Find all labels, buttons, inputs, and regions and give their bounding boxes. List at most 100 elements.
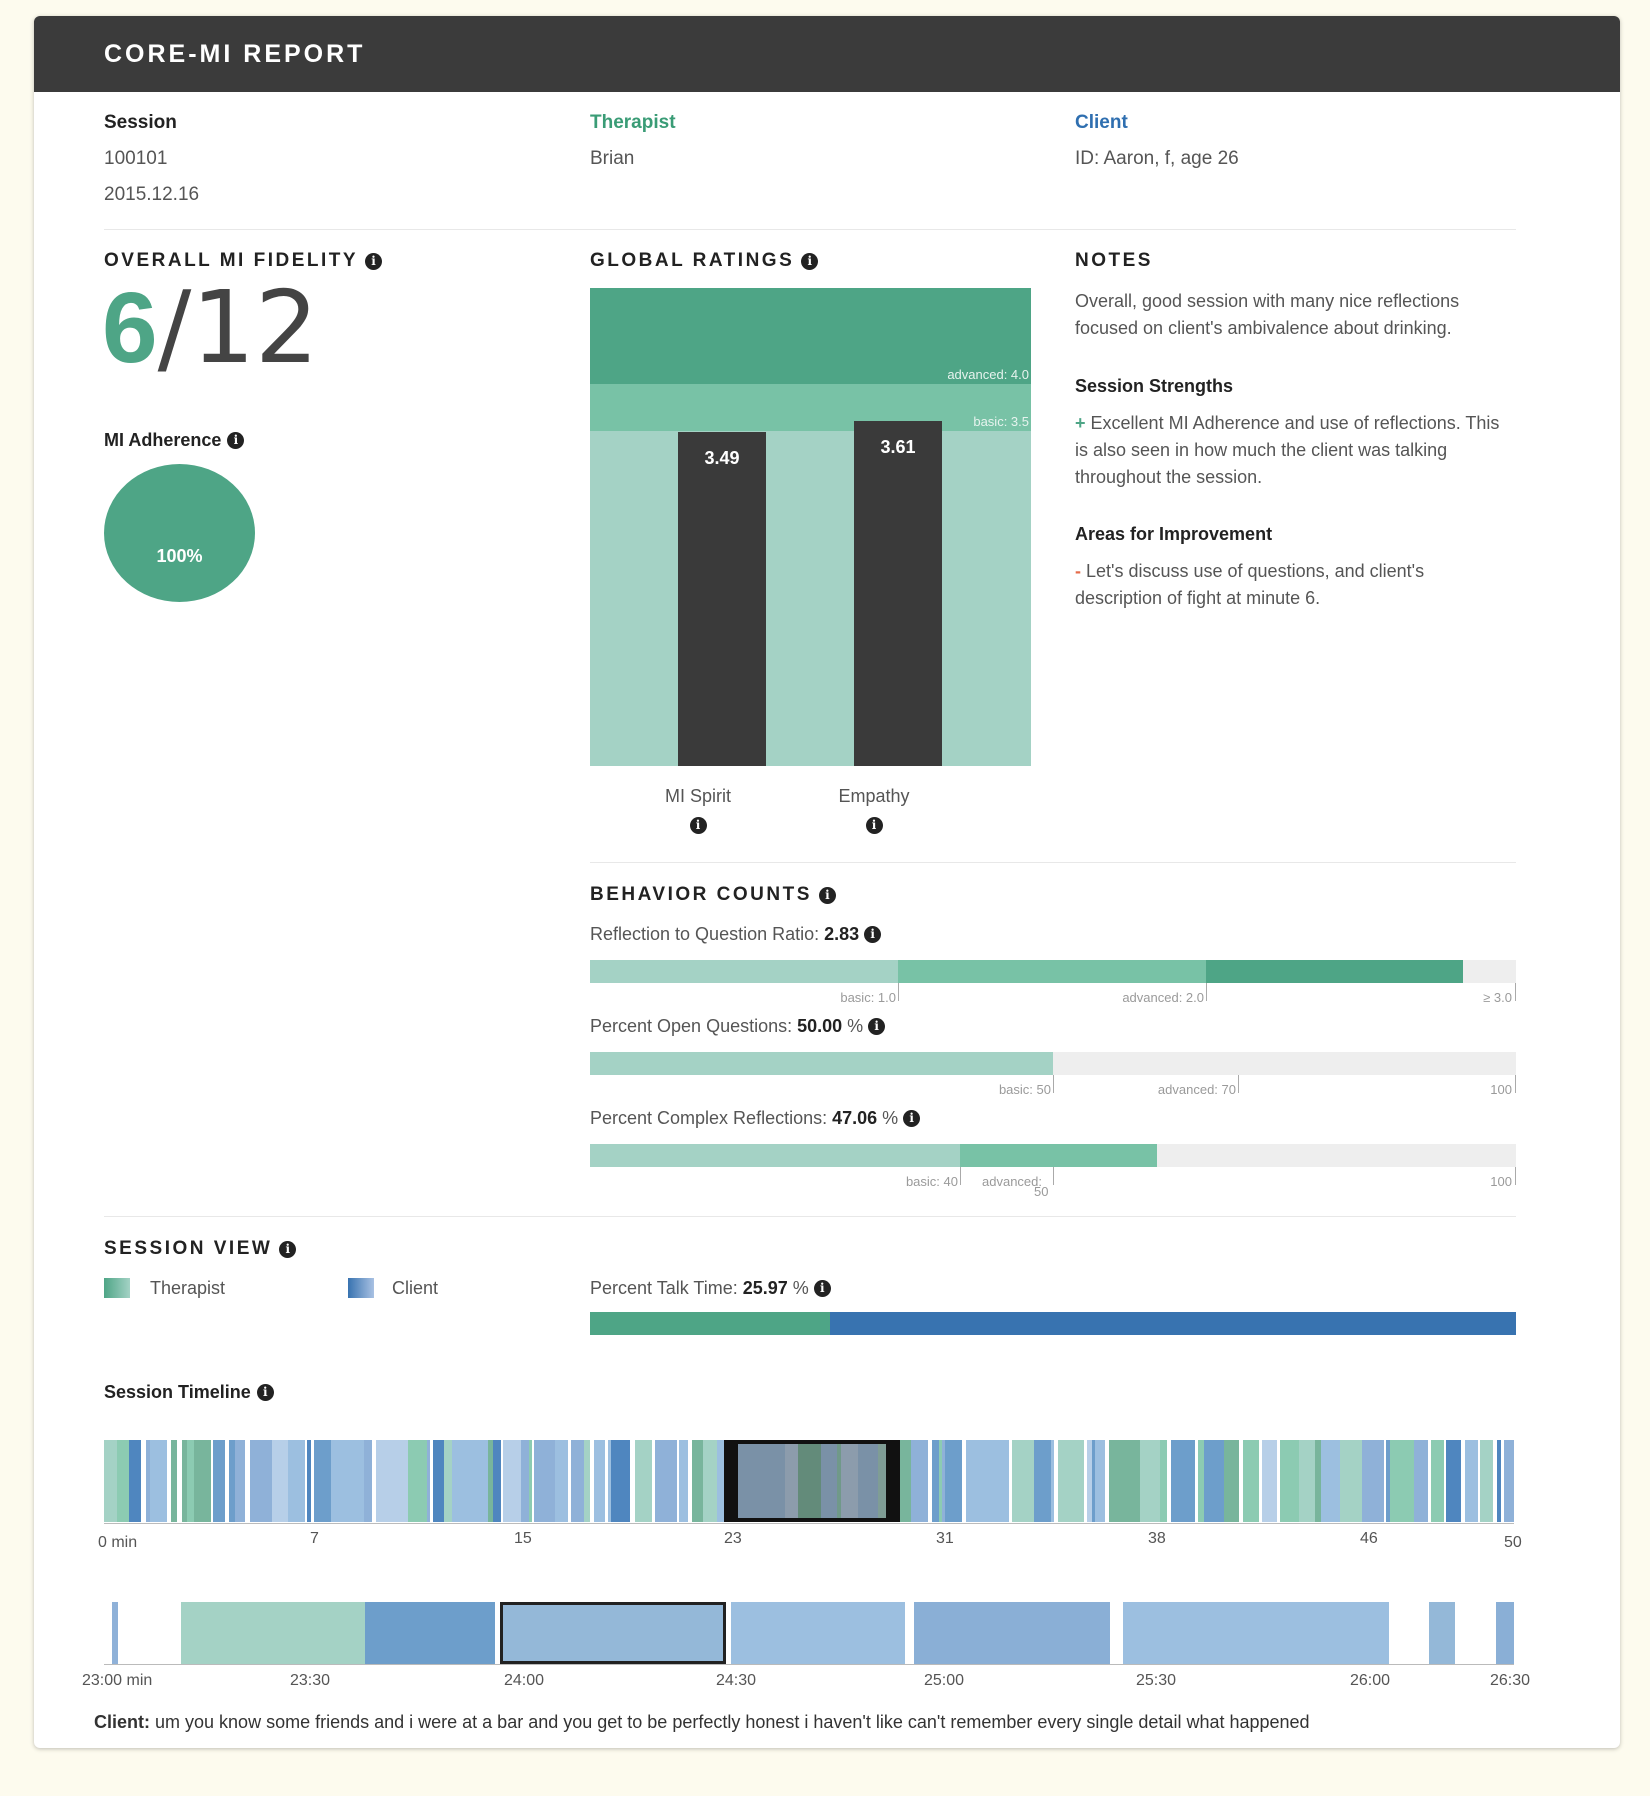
timeline-utterance-stripe[interactable] [1092,1440,1095,1522]
timeline-utterance-stripe[interactable] [608,1440,611,1522]
timeline-utterance-stripe[interactable] [376,1440,384,1522]
utterance-block[interactable] [1429,1602,1455,1664]
timeline-utterance-stripe[interactable] [932,1440,939,1522]
timeline-utterance-stripe[interactable] [272,1440,288,1522]
timeline-utterance-stripe[interactable] [1198,1440,1204,1522]
timeline-utterance-stripe[interactable] [635,1440,652,1522]
timeline-utterance-stripe[interactable] [988,1440,1009,1522]
timeline-utterance-stripe[interactable] [1140,1440,1160,1522]
info-icon[interactable]: i [813,1280,831,1297]
timeline-utterance-stripe[interactable] [194,1440,211,1522]
timeline-utterance-stripe[interactable] [739,1440,761,1522]
timeline-utterance-stripe[interactable] [307,1440,311,1522]
timeline-utterance-stripe[interactable] [555,1440,568,1522]
timeline-utterance-stripe[interactable] [1087,1440,1092,1522]
info-icon[interactable]: i [865,817,883,834]
timeline-utterance-stripe[interactable] [945,1440,962,1522]
info-icon[interactable]: i [689,817,707,834]
timeline-utterance-stripe[interactable] [655,1440,677,1522]
timeline-utterance-stripe[interactable] [488,1440,493,1522]
timeline-utterance-stripe[interactable] [942,1440,945,1522]
timeline-utterance-stripe[interactable] [503,1440,521,1522]
timeline-utterance-stripe[interactable] [408,1440,427,1522]
info-icon[interactable]: i [801,252,819,270]
timeline-utterance-stripe[interactable] [611,1440,630,1522]
timeline-utterance-stripe[interactable] [427,1440,430,1522]
timeline-utterance-stripe[interactable] [521,1440,529,1522]
timeline-utterance-stripe[interactable] [1465,1440,1478,1522]
timeline-utterance-stripe[interactable] [1497,1440,1501,1522]
timeline-utterance-stripe[interactable] [1315,1440,1321,1522]
timeline-utterance-stripe[interactable] [250,1440,272,1522]
timeline-utterance-stripe[interactable] [594,1440,605,1522]
timeline-utterance-stripe[interactable] [1109,1440,1117,1522]
timeline-utterance-stripe[interactable] [761,1440,785,1522]
utterance-block[interactable] [731,1602,905,1664]
utterance-block[interactable] [1496,1602,1514,1664]
timeline-utterance-stripe[interactable] [821,1440,837,1522]
timeline-utterance-stripe[interactable] [692,1440,703,1522]
timeline-utterance-stripe[interactable] [1321,1440,1340,1522]
timeline-utterance-stripe[interactable] [1160,1440,1167,1522]
timeline-utterance-stripe[interactable] [939,1440,942,1522]
info-icon[interactable]: i [227,432,245,449]
timeline-utterance-stripe[interactable] [433,1440,444,1522]
timeline-utterance-stripe[interactable] [187,1440,194,1522]
timeline-utterance-stripe[interactable] [1362,1440,1384,1522]
timeline-utterance-stripe[interactable] [1012,1440,1034,1522]
timeline-utterance-stripe[interactable] [1504,1440,1514,1522]
info-icon[interactable]: i [868,1018,886,1035]
timeline-selection-window[interactable] [724,1440,900,1522]
timeline-utterance-stripe[interactable] [1040,1440,1051,1522]
info-icon[interactable]: i [864,926,882,943]
timeline-utterance-stripe[interactable] [1204,1440,1224,1522]
timeline-utterance-stripe[interactable] [1262,1440,1277,1522]
timeline-utterance-stripe[interactable] [858,1440,878,1522]
timeline-utterance-stripe[interactable] [1171,1440,1195,1522]
timeline-utterance-stripe[interactable] [171,1440,177,1522]
timeline-utterance-stripe[interactable] [1243,1440,1259,1522]
timeline-utterance-stripe[interactable] [1446,1440,1461,1522]
timeline-utterance-stripe[interactable] [841,1440,858,1522]
timeline-utterance-stripe[interactable] [1386,1440,1390,1522]
timeline-utterance-stripe[interactable] [1431,1440,1444,1522]
timeline-utterance-stripe[interactable] [1224,1440,1239,1522]
timeline-utterance-stripe[interactable] [1340,1440,1362,1522]
timeline-utterance-stripe[interactable] [679,1440,688,1522]
timeline-utterance-stripe[interactable] [288,1440,305,1522]
info-icon[interactable]: i [279,1240,297,1258]
info-icon[interactable]: i [903,1110,921,1127]
timeline-utterance-stripe[interactable] [534,1440,555,1522]
timeline-utterance-stripe[interactable] [235,1440,245,1522]
timeline-utterance-stripe[interactable] [584,1440,590,1522]
timeline-utterance-stripe[interactable] [150,1440,167,1522]
utterance-block[interactable] [181,1602,365,1664]
timeline-utterance-stripe[interactable] [182,1440,187,1522]
timeline-utterance-stripe[interactable] [125,1440,129,1522]
timeline-utterance-stripe[interactable] [343,1440,364,1522]
timeline-utterance-stripe[interactable] [1051,1440,1054,1522]
timeline-utterance-stripe[interactable] [1414,1440,1428,1522]
timeline-utterance-stripe[interactable] [837,1440,841,1522]
timeline-utterance-stripe[interactable] [900,1440,911,1522]
timeline-utterance-stripe[interactable] [1073,1440,1084,1522]
zoom-timeline-strip[interactable] [104,1584,1514,1664]
timeline-utterance-stripe[interactable] [462,1440,466,1522]
timeline-utterance-stripe[interactable] [1280,1440,1299,1522]
timeline-utterance-stripe[interactable] [493,1440,501,1522]
timeline-utterance-stripe[interactable] [1095,1440,1105,1522]
timeline-utterance-stripe[interactable] [331,1440,343,1522]
timeline-utterance-stripe[interactable] [1390,1440,1414,1522]
timeline-utterance-stripe[interactable] [575,1440,584,1522]
selected-utterance-block[interactable] [500,1602,726,1664]
timeline-utterance-stripe[interactable] [1480,1440,1493,1522]
timeline-utterance-stripe[interactable] [364,1440,372,1522]
timeline-utterance-stripe[interactable] [1117,1440,1140,1522]
timeline-utterance-stripe[interactable] [452,1440,462,1522]
session-timeline-strip[interactable] [104,1440,1514,1522]
timeline-utterance-stripe[interactable] [384,1440,408,1522]
timeline-utterance-stripe[interactable] [798,1440,821,1522]
timeline-utterance-stripe[interactable] [529,1440,532,1522]
timeline-utterance-stripe[interactable] [703,1440,717,1522]
timeline-utterance-stripe[interactable] [314,1440,331,1522]
